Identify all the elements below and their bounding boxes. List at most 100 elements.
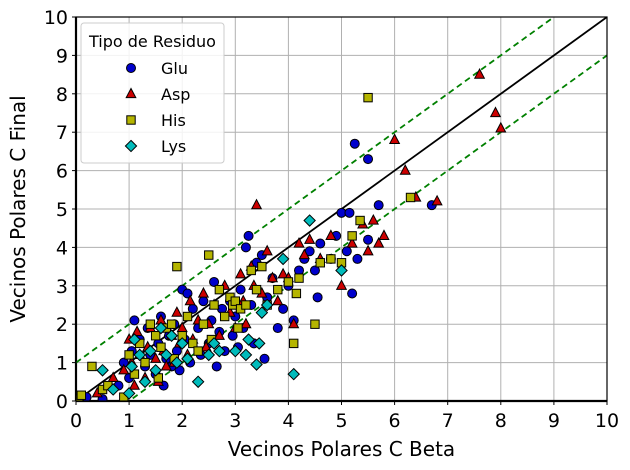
data-point-his <box>193 346 203 356</box>
data-point-glu <box>373 200 384 211</box>
x-tick-label: 10 <box>595 410 619 432</box>
data-point-his <box>198 319 209 329</box>
legend-marker-his <box>126 115 136 125</box>
data-point-glu <box>363 234 374 245</box>
data-point-asp <box>240 317 252 329</box>
data-point-his <box>355 215 365 226</box>
data-point-lys <box>228 344 242 358</box>
data-point-his <box>233 323 243 333</box>
data-point-glu <box>240 242 251 253</box>
data-point-asp <box>293 236 305 248</box>
y-tick-label: 7 <box>56 122 68 144</box>
data-point-asp <box>373 236 385 248</box>
data-point-his <box>347 231 357 241</box>
data-point-asp <box>150 352 162 363</box>
data-point-lys <box>154 321 168 335</box>
data-point-lys <box>202 348 216 362</box>
data-point-lys <box>181 352 194 366</box>
data-point-glu <box>309 265 320 276</box>
data-point-lys <box>207 337 221 350</box>
data-point-his <box>188 338 198 349</box>
data-point-glu <box>211 361 222 372</box>
data-point-his <box>76 390 87 400</box>
data-point-his <box>140 357 150 368</box>
data-point-asp <box>277 267 289 279</box>
data-point-glu <box>344 207 355 218</box>
data-point-his <box>251 284 262 295</box>
data-point-glu <box>315 238 326 249</box>
data-point-his <box>150 331 161 341</box>
legend-label-glu: Glu <box>161 59 188 78</box>
data-point-asp <box>335 279 348 290</box>
data-point-asp <box>184 294 196 306</box>
data-point-asp <box>272 294 284 306</box>
data-point-glu <box>341 246 352 257</box>
x-tick-label: 0 <box>70 410 82 432</box>
x-tick-label: 1 <box>123 410 135 432</box>
data-point-lys <box>128 333 141 346</box>
data-point-glu <box>243 230 254 241</box>
x-tick-label: 4 <box>282 410 294 432</box>
data-point-lys <box>106 383 120 396</box>
series-lys <box>96 214 348 400</box>
data-point-lys <box>149 363 162 377</box>
data-point-asp <box>261 244 273 256</box>
data-point-lys <box>125 360 139 373</box>
data-point-his <box>315 258 325 268</box>
y-axis-label: Vecinos Polares C Final <box>6 95 30 322</box>
data-point-glu <box>278 303 289 314</box>
x-tick-label: 3 <box>229 410 241 432</box>
data-point-his <box>310 319 320 329</box>
data-point-lys <box>213 344 226 358</box>
legend: Tipo de Residuo Glu Asp His Lys <box>80 22 225 164</box>
x-tick-label: 6 <box>389 410 401 432</box>
data-point-asp <box>362 244 374 256</box>
legend-item-lys: Lys <box>124 137 186 156</box>
data-point-glu <box>363 154 374 165</box>
x-tick-label: 8 <box>495 410 507 432</box>
legend-item-glu: Glu <box>126 59 188 78</box>
data-point-lys <box>260 298 274 312</box>
data-point-his <box>246 265 256 276</box>
data-point-lys <box>96 363 109 377</box>
x-tick-label: 7 <box>442 410 454 432</box>
data-point-lys <box>122 387 136 400</box>
data-point-asp <box>266 271 279 283</box>
data-point-lys <box>303 214 316 227</box>
data-point-asp <box>131 325 143 336</box>
data-point-asp <box>288 317 300 329</box>
data-point-lys <box>191 375 205 389</box>
data-point-his <box>214 284 225 295</box>
data-point-his <box>273 284 283 295</box>
data-point-lys <box>287 367 301 381</box>
data-point-asp <box>234 267 247 279</box>
data-point-glu <box>352 253 363 264</box>
data-point-his <box>294 273 304 283</box>
data-point-asp <box>473 68 486 79</box>
y-tick-label: 9 <box>56 45 68 67</box>
data-point-his <box>241 300 251 310</box>
data-point-asp <box>107 371 119 383</box>
y-tick-label: 6 <box>56 161 68 183</box>
data-point-asp <box>197 286 210 298</box>
data-point-asp <box>250 198 263 210</box>
data-point-asp <box>325 229 337 240</box>
y-tick-label: 5 <box>56 199 68 221</box>
data-point-asp <box>399 164 411 175</box>
data-point-asp <box>128 379 141 390</box>
data-point-glu <box>235 284 246 295</box>
data-point-asp <box>200 340 212 352</box>
data-point-lys <box>242 333 255 346</box>
data-point-glu <box>259 353 270 364</box>
data-point-glu <box>312 292 323 303</box>
data-point-asp <box>346 236 358 248</box>
data-point-asp <box>495 121 507 133</box>
data-point-his <box>283 277 294 287</box>
data-point-lys <box>159 348 173 362</box>
data-point-asp <box>388 133 401 144</box>
data-point-lys <box>170 356 184 369</box>
legend-item-asp: Asp <box>125 85 190 104</box>
data-point-his <box>230 296 241 306</box>
data-point-his <box>145 319 156 329</box>
